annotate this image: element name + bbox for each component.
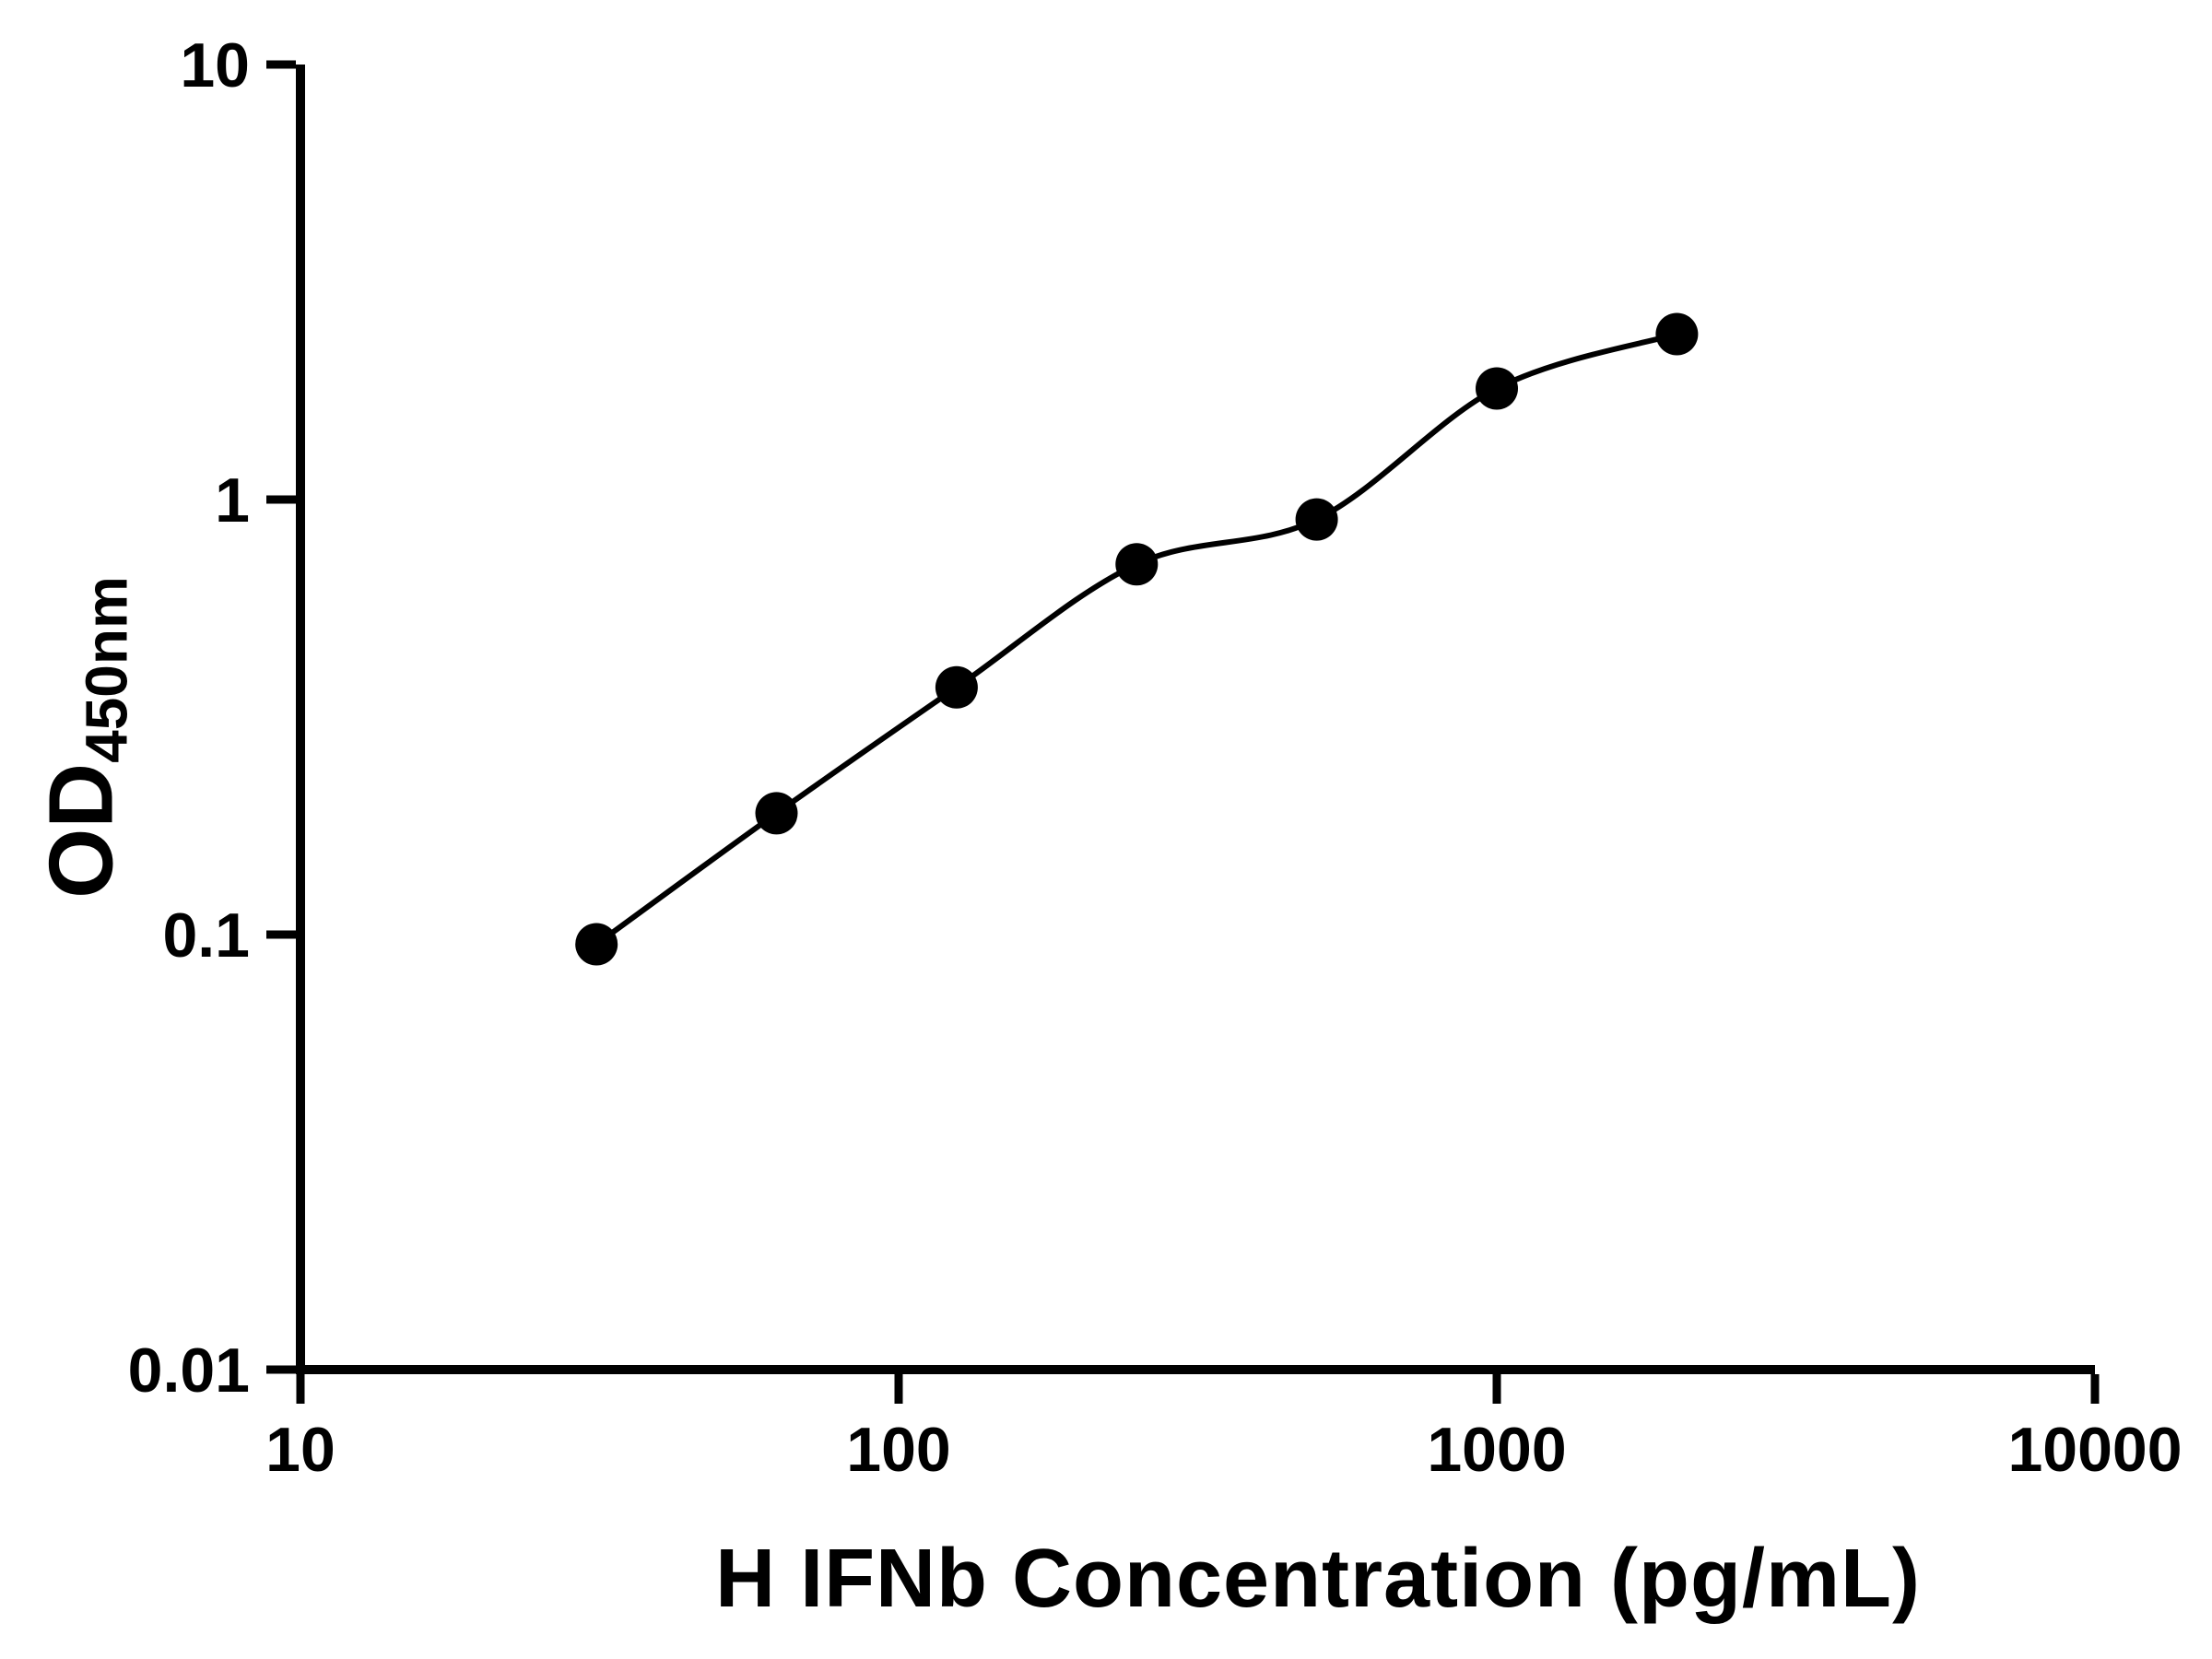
data-point — [935, 665, 978, 709]
data-point — [1115, 543, 1159, 586]
x-tick-label: 1000 — [1427, 1415, 1566, 1485]
data-point — [1476, 367, 1518, 410]
y-axis-title-subscript: 450nm — [73, 576, 140, 763]
y-axis-title-text: OD — [29, 762, 132, 899]
data-point — [575, 923, 618, 966]
y-tick-label: 0.1 — [162, 900, 250, 971]
x-tick-label: 100 — [846, 1415, 950, 1485]
data-point — [1655, 312, 1699, 356]
x-tick-label: 10 — [265, 1415, 335, 1485]
y-tick-label: 0.01 — [128, 1335, 250, 1406]
data-point — [755, 792, 798, 835]
fit-curve — [594, 331, 1680, 947]
y-axis-title: OD450nm — [29, 576, 140, 899]
x-tick-label: 10000 — [2007, 1415, 2182, 1485]
data-point — [1295, 498, 1338, 541]
y-tick-label: 10 — [180, 30, 250, 100]
y-tick-label: 1 — [215, 465, 250, 535]
x-axis-title: H IFNb Concentration (pg/mL) — [715, 1533, 1921, 1625]
